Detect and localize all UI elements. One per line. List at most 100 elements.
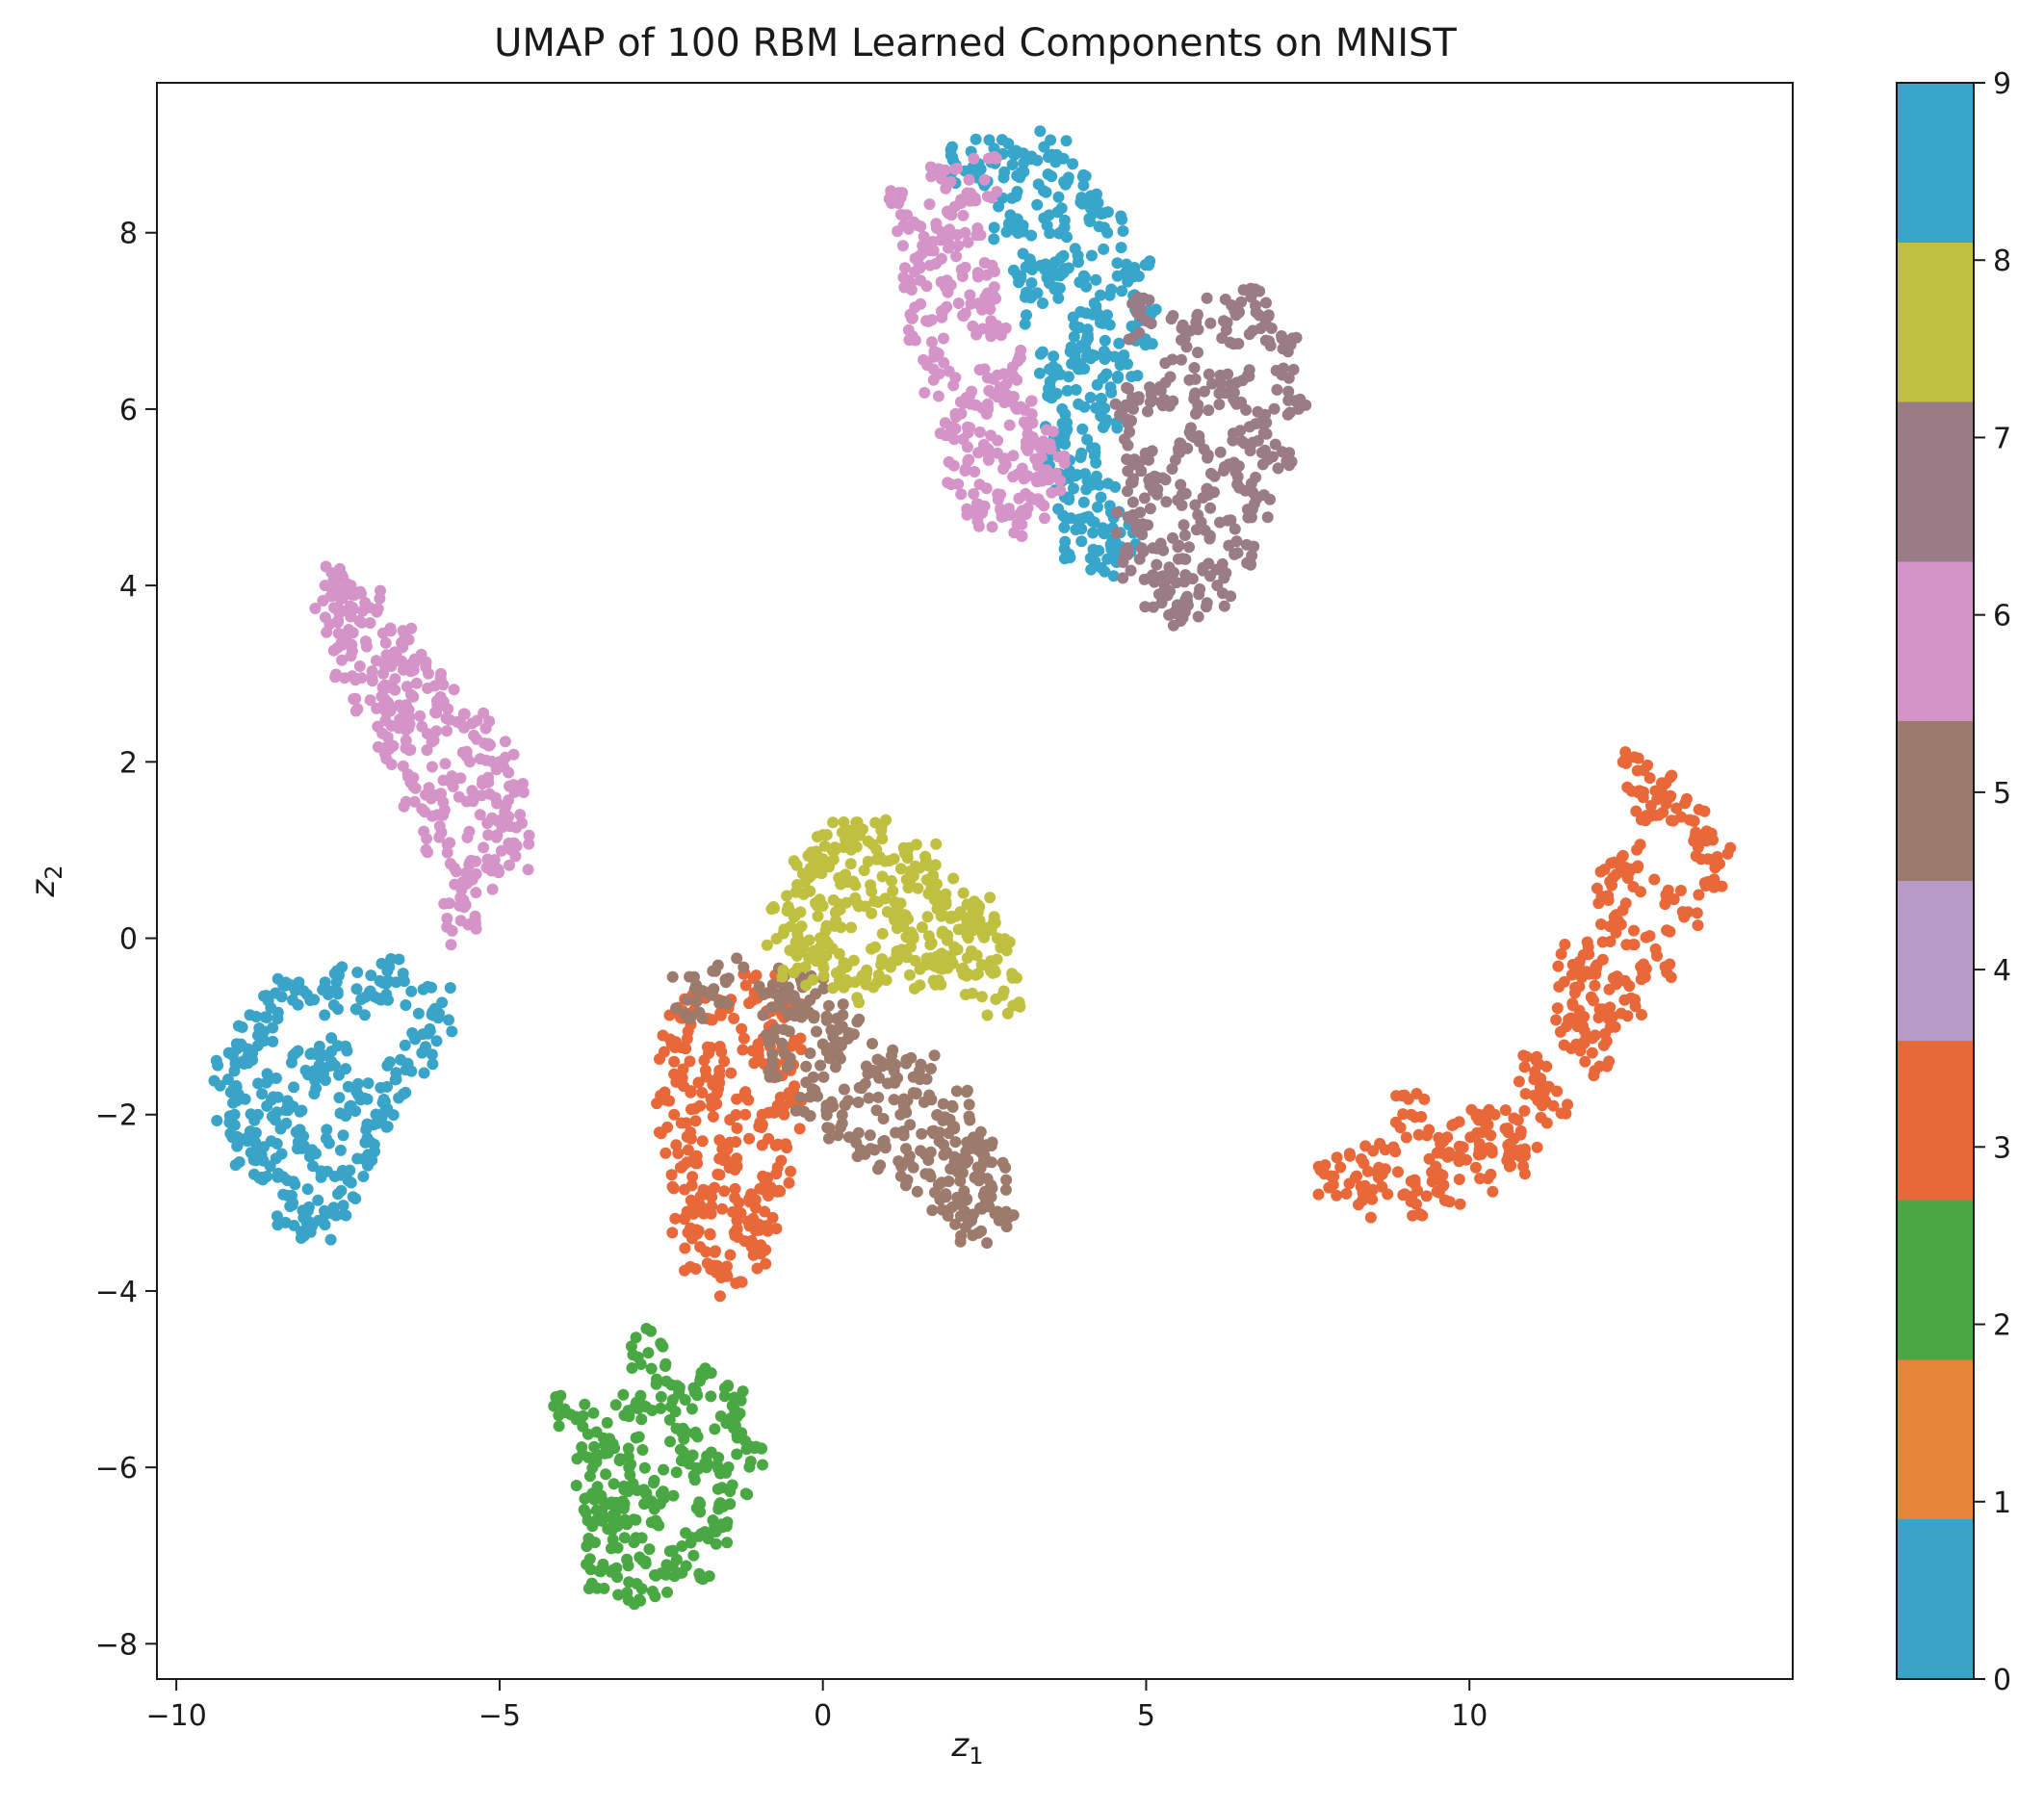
data-point <box>395 1053 407 1066</box>
data-point <box>1188 393 1201 405</box>
data-point <box>382 696 395 709</box>
data-point <box>267 1021 279 1034</box>
data-point <box>1026 264 1038 275</box>
data-point <box>833 898 845 911</box>
data-point <box>902 222 915 235</box>
data-point <box>1099 402 1111 415</box>
data-point <box>1640 963 1652 975</box>
data-point <box>794 906 807 918</box>
data-point <box>716 1143 729 1155</box>
data-point <box>983 384 996 397</box>
data-point <box>1098 528 1110 540</box>
data-point <box>1090 273 1102 286</box>
data-point <box>654 1497 666 1510</box>
data-point <box>738 1087 751 1099</box>
data-point <box>635 1413 648 1426</box>
data-point <box>1081 350 1094 363</box>
data-point <box>362 1077 375 1090</box>
data-point <box>943 365 955 377</box>
data-point <box>1518 1104 1531 1117</box>
data-point <box>1017 220 1029 232</box>
data-point <box>308 994 321 1006</box>
data-point <box>1048 350 1060 363</box>
data-point <box>909 334 921 347</box>
data-point <box>499 806 511 818</box>
data-point <box>822 1132 835 1145</box>
data-point <box>955 1229 968 1242</box>
data-point <box>1508 1145 1520 1156</box>
data-point <box>717 1500 730 1512</box>
data-point <box>793 1123 806 1135</box>
data-point <box>1232 460 1245 473</box>
data-point <box>517 787 530 798</box>
data-point <box>946 1100 959 1113</box>
data-point <box>1145 318 1157 329</box>
data-point <box>1554 1025 1566 1038</box>
y-axis-label-subscript: 2 <box>40 865 67 879</box>
data-point <box>947 872 960 885</box>
data-point <box>1096 393 1107 405</box>
data-point <box>781 890 793 902</box>
data-point <box>1013 492 1025 504</box>
data-point <box>1657 806 1669 818</box>
data-point <box>593 1564 606 1577</box>
data-point <box>865 879 877 892</box>
data-point <box>285 1056 298 1069</box>
data-point <box>970 399 982 411</box>
data-point <box>1059 178 1072 191</box>
data-point <box>983 921 996 934</box>
data-point <box>463 825 476 838</box>
data-point <box>503 766 515 779</box>
y-tick-label: 6 <box>119 394 138 427</box>
data-point <box>426 1048 438 1061</box>
data-point <box>876 833 889 845</box>
data-point <box>421 744 433 757</box>
data-point <box>897 841 910 854</box>
data-point <box>812 831 823 843</box>
data-point <box>469 910 481 922</box>
data-point <box>712 1483 724 1495</box>
data-point <box>897 1129 910 1142</box>
data-point <box>679 1242 691 1254</box>
data-point <box>968 1208 980 1221</box>
data-point <box>477 778 488 790</box>
data-point <box>1204 467 1217 479</box>
data-point <box>437 809 450 821</box>
data-point <box>381 1059 394 1072</box>
data-point <box>791 928 804 941</box>
data-point <box>1674 885 1687 896</box>
data-point <box>889 895 901 908</box>
data-point <box>584 1563 597 1576</box>
data-point <box>605 1565 617 1578</box>
data-point <box>400 999 412 1011</box>
data-point <box>956 271 969 282</box>
data-point <box>336 654 348 666</box>
data-point <box>336 592 349 605</box>
data-point <box>1119 267 1131 279</box>
data-point <box>940 895 952 908</box>
data-point <box>972 520 985 532</box>
data-point <box>1623 980 1636 993</box>
data-point <box>1173 539 1185 552</box>
data-point <box>331 965 344 977</box>
data-point <box>439 758 452 770</box>
data-point <box>1469 1161 1482 1174</box>
data-point <box>750 969 763 982</box>
plot-frame <box>156 82 1794 1680</box>
data-point <box>347 627 359 639</box>
data-point <box>242 1049 254 1062</box>
data-point <box>1602 894 1615 906</box>
y-axis-label-main: z <box>24 879 63 898</box>
data-point <box>1011 374 1023 386</box>
data-point <box>1628 924 1640 937</box>
data-point <box>969 1171 981 1183</box>
data-point <box>876 870 889 883</box>
data-point <box>292 1045 304 1057</box>
data-point <box>1607 871 1619 884</box>
data-point <box>1656 777 1668 789</box>
data-point <box>951 162 964 174</box>
data-point <box>1139 447 1151 459</box>
x-tick-label: −5 <box>479 1699 521 1733</box>
data-point <box>1281 346 1294 358</box>
data-point <box>1049 467 1062 479</box>
